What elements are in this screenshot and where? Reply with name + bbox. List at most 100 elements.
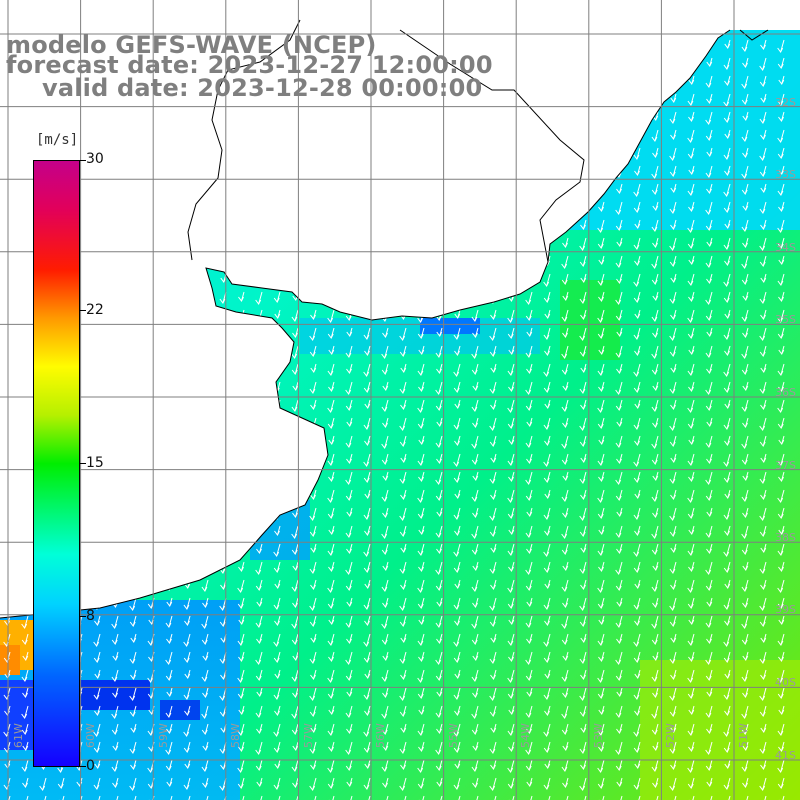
lon-label-61w: 61W xyxy=(12,723,25,748)
wind-arrow xyxy=(129,741,137,754)
wind-arrow xyxy=(202,561,209,571)
wind-arrow xyxy=(634,615,641,626)
wind-arrow xyxy=(345,291,353,305)
wind-arrow xyxy=(310,579,317,590)
wind-arrow xyxy=(615,741,623,755)
wind-arrow xyxy=(21,93,29,105)
wind-arrow xyxy=(183,183,191,197)
wind-arrow xyxy=(634,705,641,716)
wind-arrow xyxy=(381,633,389,645)
wind-arrow xyxy=(723,273,731,287)
wind-arrow xyxy=(562,507,569,518)
wind-arrow xyxy=(202,381,209,391)
wind-arrow xyxy=(327,543,335,556)
wind-arrow xyxy=(291,399,299,412)
wind-arrow xyxy=(22,687,29,698)
wind-arrow xyxy=(598,615,605,625)
wind-arrow xyxy=(201,615,209,629)
wind-arrow xyxy=(435,39,443,51)
wind-arrow xyxy=(364,615,371,626)
wind-arrow xyxy=(490,183,497,193)
wind-arrow xyxy=(543,507,551,520)
wind-arrow xyxy=(183,741,191,753)
wind-arrow xyxy=(22,111,29,121)
wind-arrow xyxy=(165,381,173,395)
wind-arrow xyxy=(507,489,515,503)
coastline xyxy=(0,19,769,619)
wind-arrow xyxy=(183,777,191,790)
wind-arrow xyxy=(129,291,137,304)
wind-arrow xyxy=(238,435,245,445)
wind-arrow xyxy=(579,597,587,611)
wind-arrow xyxy=(615,561,623,575)
wind-arrow xyxy=(327,363,335,376)
wind-arrow xyxy=(507,633,515,646)
wind-arrow xyxy=(777,57,785,69)
wind-arrow xyxy=(417,489,425,503)
wind-arrow xyxy=(255,741,263,755)
wind-arrow xyxy=(21,183,29,195)
wind-arrow xyxy=(165,795,173,800)
wind-arrow xyxy=(292,741,299,751)
wind-arrow xyxy=(562,111,569,121)
wind-arrow xyxy=(724,615,731,626)
wind-arrow xyxy=(760,273,767,283)
wind-arrow xyxy=(525,165,533,178)
wind-arrow xyxy=(363,453,371,467)
wind-arrow xyxy=(723,723,731,737)
wind-arrow xyxy=(742,147,749,158)
wind-arrow xyxy=(435,561,443,575)
wind-arrow xyxy=(453,381,461,393)
wind-arrow xyxy=(327,237,335,249)
wind-arrow xyxy=(760,759,767,770)
wind-arrow xyxy=(274,525,281,536)
wind-arrow xyxy=(417,687,425,699)
wind-arrow xyxy=(165,525,173,538)
wind-arrow xyxy=(724,219,731,229)
wind-arrow xyxy=(435,399,443,411)
wind-arrow xyxy=(562,741,569,751)
wind-arrow xyxy=(184,525,191,536)
wind-arrow xyxy=(544,399,551,409)
wind-arrow xyxy=(598,201,605,212)
wind-arrow xyxy=(597,147,605,159)
wind-arrow xyxy=(669,237,677,251)
lat-label-41s: 41S xyxy=(775,749,796,762)
wind-arrow xyxy=(723,57,731,70)
wind-arrow xyxy=(111,273,119,285)
wind-arrow xyxy=(4,435,11,446)
wind-arrow xyxy=(562,291,569,301)
wind-arrow xyxy=(381,489,389,502)
wind-arrow xyxy=(399,597,407,611)
wind-arrow xyxy=(364,579,371,589)
lat-label-32s: 32S xyxy=(775,96,796,109)
title-valid-date: valid date: 2023-12-28 00:00:00 xyxy=(42,74,483,102)
wind-arrow xyxy=(183,111,191,123)
wind-arrow xyxy=(417,327,425,339)
wind-arrow xyxy=(508,435,515,445)
wind-arrow xyxy=(669,111,677,124)
wind-arrow xyxy=(166,327,173,337)
wind-arrow xyxy=(561,363,569,375)
wind-arrow xyxy=(778,705,785,715)
wind-arrow xyxy=(310,273,317,283)
wind-arrow xyxy=(382,237,389,248)
wind-arrow xyxy=(669,255,677,267)
wind-arrow xyxy=(291,165,299,179)
wind-arrow xyxy=(417,453,425,466)
wind-arrow xyxy=(561,579,569,592)
wind-arrow xyxy=(778,291,785,302)
wind-arrow xyxy=(166,273,173,284)
wind-arrow xyxy=(741,183,749,195)
wind-arrow xyxy=(292,147,299,158)
wind-arrow xyxy=(543,777,551,790)
wind-arrow xyxy=(346,687,353,697)
wind-arrow xyxy=(453,291,461,303)
wind-arrow xyxy=(309,255,317,267)
wind-arrow xyxy=(597,507,605,519)
wind-arrow xyxy=(4,255,11,266)
wind-arrow xyxy=(561,255,569,269)
wind-arrow xyxy=(94,435,101,446)
wind-arrow xyxy=(219,435,227,447)
